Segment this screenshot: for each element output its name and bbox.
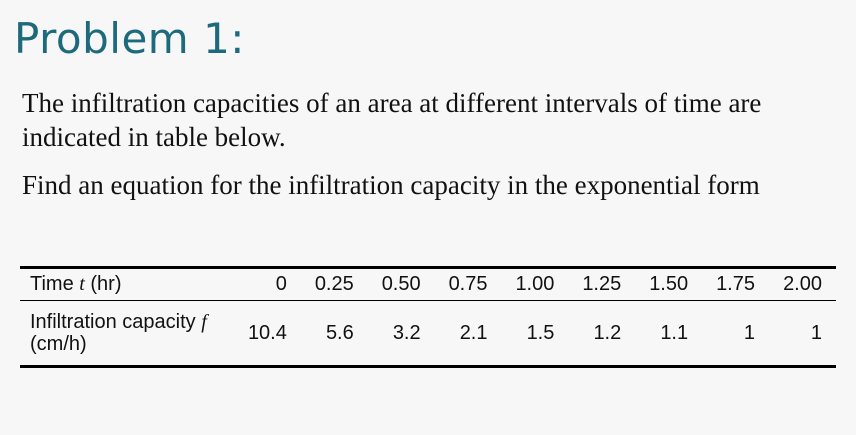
table-cell: 1.50 <box>649 273 689 295</box>
label-unit: (hr) <box>90 273 122 295</box>
row-label: Time t (hr) <box>20 268 234 301</box>
table-cell: 3.2 <box>392 321 421 344</box>
paragraph: Find an equation for the infiltration ca… <box>22 170 760 200</box>
label-symbol: t <box>79 273 85 295</box>
slide-title: Problem 1: <box>14 14 245 63</box>
table-cell: 1.1 <box>660 321 689 344</box>
table-cell: 1.75 <box>716 273 755 295</box>
table-cell: 10.4 <box>247 321 287 344</box>
table-row: Infiltration capacity f (cm/h) 10.4 5.6 3.2… <box>20 301 836 367</box>
table-cell: 2.00 <box>783 273 822 295</box>
table-cell: 0 <box>275 273 287 295</box>
row-label: Infiltration capacity f (cm/h) <box>20 301 234 367</box>
table-cell: 1.25 <box>582 273 622 295</box>
table-row: Time t (hr) 0 0.25 0.50 0.75 1.00 1.25 1.50 1.75… <box>20 267 836 301</box>
table-cell: 1.00 <box>515 273 555 295</box>
table-cell: 1 <box>810 321 822 344</box>
table-cell: 5.6 <box>325 321 354 344</box>
table-cell: 1 <box>743 321 755 344</box>
table-cell: 0.25 <box>314 273 354 295</box>
label-unit: (cm/h) <box>30 333 87 355</box>
table-cell: 1.5 <box>526 321 555 344</box>
table-cell: 0.75 <box>448 273 488 295</box>
table-cell: 2.1 <box>459 321 488 344</box>
data-table: Time t (hr) 0 0.25 0.50 0.75 1.00 1.25 1.50 1.75… <box>20 266 836 368</box>
label-symbol: f <box>201 311 207 333</box>
label-text: Time <box>30 273 74 295</box>
table-cell: 1.2 <box>593 321 622 344</box>
paragraph: The infiltration capacities of an area a… <box>22 88 762 152</box>
label-text: Infiltration capacity <box>30 311 196 333</box>
table-cell: 0.50 <box>381 273 421 295</box>
